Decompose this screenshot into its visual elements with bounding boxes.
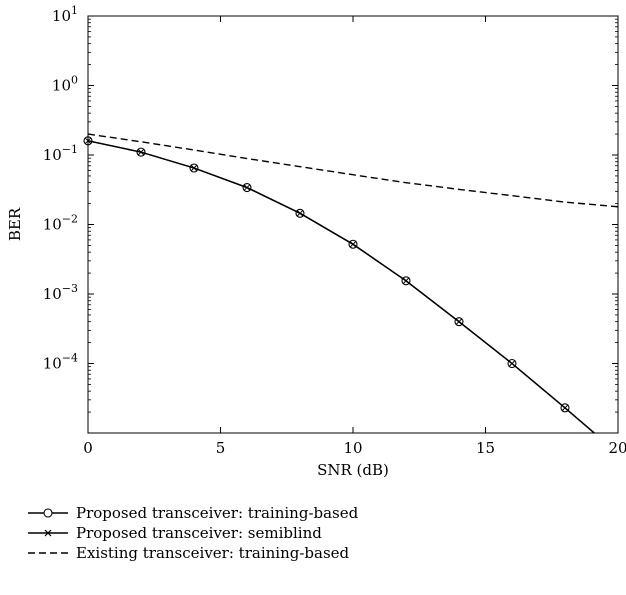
x-tick-label: 5 bbox=[216, 439, 226, 457]
legend: Proposed transceiver: training-based Prop… bbox=[28, 504, 359, 562]
series-0-point bbox=[348, 239, 358, 249]
x-axis-title: SNR (dB) bbox=[317, 461, 389, 479]
series-1-point bbox=[508, 360, 516, 367]
series-0-point bbox=[560, 403, 570, 413]
y-tick-label: 10−4 bbox=[43, 352, 78, 373]
series-line-1 bbox=[88, 140, 596, 433]
legend-entry-0: Proposed transceiver: training-based bbox=[28, 504, 359, 522]
series-0-point bbox=[454, 317, 464, 327]
y-tick-label: 10−2 bbox=[43, 213, 78, 234]
x-marker-stroke bbox=[137, 148, 145, 156]
series-group bbox=[88, 133, 618, 433]
legend-label: Existing transceiver: training-based bbox=[76, 544, 350, 562]
x-marker-stroke bbox=[402, 277, 410, 285]
y-tick-label: 100 bbox=[52, 74, 78, 95]
x-tick-label: 10 bbox=[343, 439, 362, 457]
x-marker-stroke bbox=[508, 360, 516, 367]
series-1-point bbox=[190, 164, 198, 172]
series-1-point bbox=[561, 404, 569, 412]
series-0-point bbox=[295, 208, 305, 218]
legend-entry-2: Existing transceiver: training-based bbox=[28, 544, 350, 562]
series-0-point bbox=[136, 147, 146, 157]
x-marker-stroke bbox=[349, 240, 357, 248]
x-marker-stroke bbox=[190, 164, 198, 172]
legend-label: Proposed transceiver: training-based bbox=[76, 504, 359, 522]
x-marker-stroke bbox=[243, 184, 251, 191]
series-1-point bbox=[243, 184, 251, 191]
y-tick-label: 10−3 bbox=[43, 282, 78, 303]
series-1-point bbox=[137, 148, 145, 156]
series-1-point bbox=[349, 240, 357, 248]
y-axis-title: BER bbox=[6, 207, 24, 241]
plot-area bbox=[83, 133, 618, 433]
legend-marker-circle bbox=[43, 508, 53, 518]
series-0-point bbox=[242, 183, 252, 193]
series-1-point bbox=[296, 209, 304, 217]
legend-entry-1: Proposed transceiver: semiblind bbox=[28, 524, 322, 542]
x-tick-label: 20 bbox=[608, 439, 626, 457]
y-tick-label: 101 bbox=[52, 4, 78, 25]
series-0-point bbox=[507, 358, 517, 369]
x-marker-stroke bbox=[561, 404, 569, 412]
axes: 0 5 10 15 20 101 100 10−1 10−2 10−3 10−4 SNR (dB) BE… bbox=[6, 4, 626, 479]
x-marker-stroke bbox=[296, 209, 304, 217]
x-marker-stroke bbox=[455, 318, 463, 326]
axes-frame bbox=[87, 15, 619, 434]
legend-label: Proposed transceiver: semiblind bbox=[76, 524, 322, 542]
series-line-2 bbox=[88, 133, 618, 208]
series-1-point bbox=[402, 277, 410, 285]
legend-marker-x bbox=[44, 529, 52, 537]
y-tick-label: 10−1 bbox=[43, 143, 78, 164]
series-0-point bbox=[189, 163, 199, 173]
series-1-point bbox=[455, 318, 463, 326]
x-tick-label: 0 bbox=[83, 439, 93, 457]
x-tick-label: 15 bbox=[476, 439, 495, 457]
series-0-point bbox=[401, 276, 411, 286]
series-line-0 bbox=[88, 140, 596, 433]
